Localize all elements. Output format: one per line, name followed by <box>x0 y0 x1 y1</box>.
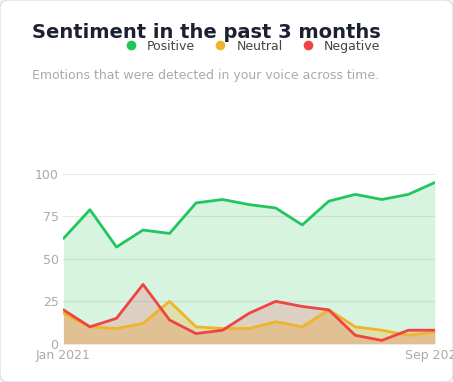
Text: Sentiment in the past 3 months: Sentiment in the past 3 months <box>32 23 381 42</box>
Legend: Positive, Neutral, Negative: Positive, Neutral, Negative <box>113 35 385 58</box>
Text: Emotions that were detected in your voice across time.: Emotions that were detected in your voic… <box>32 69 379 82</box>
